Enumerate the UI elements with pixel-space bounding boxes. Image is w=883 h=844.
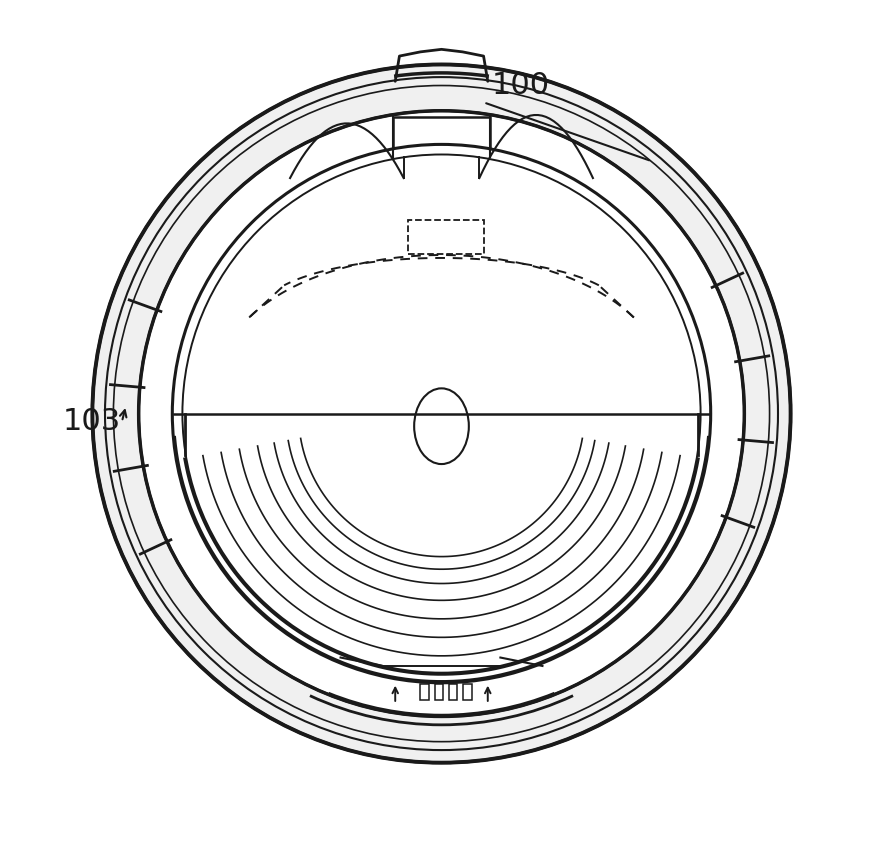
Bar: [408, 220, 484, 254]
FancyBboxPatch shape: [393, 116, 490, 157]
Circle shape: [139, 111, 744, 717]
Circle shape: [93, 64, 790, 763]
Text: 100: 100: [492, 71, 550, 100]
Circle shape: [172, 144, 711, 683]
Bar: [420, 684, 429, 700]
Ellipse shape: [414, 388, 469, 464]
Bar: [434, 684, 443, 700]
Text: 103: 103: [63, 408, 121, 436]
Bar: [464, 684, 472, 700]
Bar: [449, 684, 457, 700]
